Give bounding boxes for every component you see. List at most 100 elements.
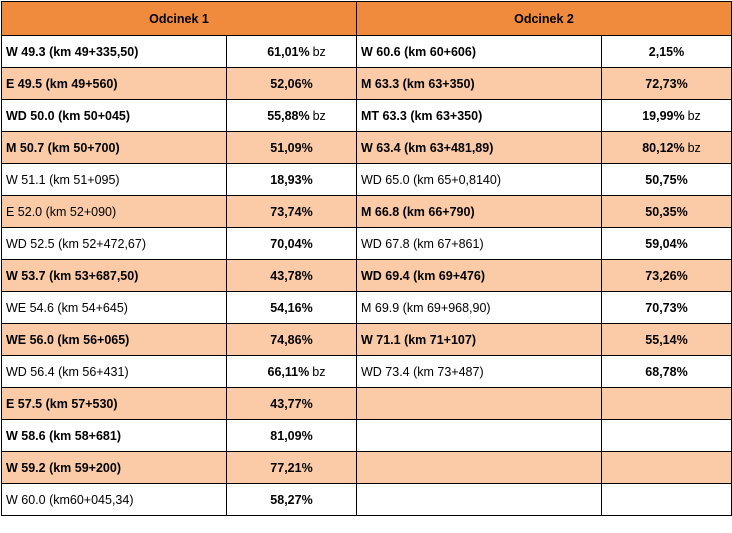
section-1-percent: 81,09% bbox=[226, 419, 357, 452]
table-row: W 53.7 (km 53+687,50) 43,78% WD 69.4 (km 6… bbox=[1, 259, 732, 292]
section-1-percent: 18,93% bbox=[226, 163, 357, 196]
section-1-location-value: E 49.5 (km 49+560) bbox=[6, 76, 118, 91]
section-1-location-value: W 53.7 (km 53+687,50) bbox=[6, 268, 139, 283]
section-2-percent: 19,99% bz bbox=[601, 99, 732, 132]
section-1-percent: 43,77% bbox=[226, 387, 357, 420]
section-2-percent: 68,78% bbox=[601, 355, 732, 388]
section-1-percent-value: 66,11% bbox=[267, 364, 310, 379]
section-1-location: WD 56.4 (km 56+431) bbox=[1, 355, 227, 388]
section-1-percent: 77,21% bbox=[226, 451, 357, 484]
section-1-percent: 61,01% bz bbox=[226, 35, 357, 68]
section-2-percent: 2,15% bbox=[601, 35, 732, 68]
section-2-location-value: WD 67.8 (km 67+861) bbox=[361, 236, 484, 251]
section-1-percent: 54,16% bbox=[226, 291, 357, 324]
section-2-location: W 63.4 (km 63+481,89) bbox=[356, 131, 602, 164]
section-2-location: M 63.3 (km 63+350) bbox=[356, 67, 602, 100]
section-1-percent-value: 77,21% bbox=[270, 460, 313, 475]
section-1-location-value: M 50.7 (km 50+700) bbox=[6, 140, 120, 155]
section-1-percent-value: 61,01% bbox=[267, 44, 310, 59]
section-1-percent: 51,09% bbox=[226, 131, 357, 164]
section-1-location-value: WE 56.0 (km 56+065) bbox=[6, 332, 130, 347]
table-row: W 59.2 (km 59+200) 77,21% bbox=[1, 451, 732, 484]
section-2-location-value: W 71.1 (km 71+107) bbox=[361, 332, 476, 347]
section-2-location bbox=[356, 387, 602, 420]
section-2-location bbox=[356, 483, 602, 516]
table-row: WD 50.0 (km 50+045) 55,88% bz MT 63.3 (km 6… bbox=[1, 99, 732, 132]
section-1-location: W 60.0 (km60+045,34) bbox=[1, 483, 227, 516]
section-2-percent: 50,35% bbox=[601, 195, 732, 228]
section-2-location-value: WD 73.4 (km 73+487) bbox=[361, 364, 484, 379]
section-2-percent-value: 2,15% bbox=[648, 44, 685, 59]
section-1-location: E 49.5 (km 49+560) bbox=[1, 67, 227, 100]
section-1-location-value: W 58.6 (km 58+681) bbox=[6, 428, 121, 443]
section-2-location-value: M 66.8 (km 66+790) bbox=[361, 204, 475, 219]
section-2-percent bbox=[601, 419, 732, 452]
section-2-percent: 55,14% bbox=[601, 323, 732, 356]
section-2-percent-value: 80,12% bbox=[642, 140, 685, 155]
section-2-location-value: W 60.6 (km 60+606) bbox=[361, 44, 476, 59]
section-1-location: W 53.7 (km 53+687,50) bbox=[1, 259, 227, 292]
section-2-percent-value: 19,99% bbox=[642, 108, 685, 123]
section-2-location: WD 65.0 (km 65+0,8140) bbox=[356, 163, 602, 196]
section-1-location: WE 56.0 (km 56+065) bbox=[1, 323, 227, 356]
section-1-location: M 50.7 (km 50+700) bbox=[1, 131, 227, 164]
header-section-1: Odcinek 1 bbox=[1, 1, 357, 36]
section-1-location: W 59.2 (km 59+200) bbox=[1, 451, 227, 484]
section-1-percent-value: 52,06% bbox=[270, 76, 313, 91]
table-row: WE 56.0 (km 56+065) 74,86% W 71.1 (km 71+1… bbox=[1, 323, 732, 356]
table-row: WD 56.4 (km 56+431) 66,11% bz WD 73.4 (km 7… bbox=[1, 355, 732, 388]
section-1-location-value: WD 50.0 (km 50+045) bbox=[6, 108, 131, 123]
table-row: W 51.1 (km 51+095) 18,93% WD 65.0 (km 65+0… bbox=[1, 163, 732, 196]
section-2-location: WD 67.8 (km 67+861) bbox=[356, 227, 602, 260]
section-2-location-value: WD 69.4 (km 69+476) bbox=[361, 268, 486, 283]
section-1-percent-value: 43,77% bbox=[270, 396, 313, 411]
table-row: E 52.0 (km 52+090) 73,74% M 66.8 (km 66+79… bbox=[1, 195, 732, 228]
section-1-percent-value: 58,27% bbox=[270, 492, 313, 507]
section-1-percent-note: bz bbox=[312, 108, 326, 123]
section-2-location-value: M 69.9 (km 69+968,90) bbox=[361, 300, 491, 315]
section-1-location: W 58.6 (km 58+681) bbox=[1, 419, 227, 452]
section-1-location-value: WD 56.4 (km 56+431) bbox=[6, 364, 129, 379]
section-2-percent-value: 59,04% bbox=[645, 236, 688, 251]
section-1-location-value: E 57.5 (km 57+530) bbox=[6, 396, 118, 411]
section-1-percent-value: 55,88% bbox=[267, 108, 310, 123]
section-1-percent-note: bz bbox=[312, 44, 326, 59]
section-2-location: WD 69.4 (km 69+476) bbox=[356, 259, 602, 292]
section-1-percent: 66,11% bz bbox=[226, 355, 357, 388]
section-2-percent-value: 72,73% bbox=[645, 76, 688, 91]
section-2-percent: 72,73% bbox=[601, 67, 732, 100]
table-row: WD 52.5 (km 52+472,67) 70,04% WD 67.8 (km … bbox=[1, 227, 732, 260]
data-table: Odcinek 1 Odcinek 2 W 49.3 (km 49+335,50… bbox=[1, 1, 732, 516]
header-section-2: Odcinek 2 bbox=[356, 1, 732, 36]
section-1-percent: 52,06% bbox=[226, 67, 357, 100]
section-1-location-value: W 59.2 (km 59+200) bbox=[6, 460, 121, 475]
table-body: W 49.3 (km 49+335,50) 61,01% bz W 60.6 (km … bbox=[1, 35, 732, 516]
section-1-location: WD 52.5 (km 52+472,67) bbox=[1, 227, 227, 260]
section-2-location-value: M 63.3 (km 63+350) bbox=[361, 76, 475, 91]
section-2-percent: 80,12% bz bbox=[601, 131, 732, 164]
section-2-percent-value: 68,78% bbox=[645, 364, 688, 379]
section-2-percent-value: 50,35% bbox=[645, 204, 688, 219]
section-2-location bbox=[356, 451, 602, 484]
section-2-location-value: WD 65.0 (km 65+0,8140) bbox=[361, 172, 501, 187]
section-2-percent: 73,26% bbox=[601, 259, 732, 292]
section-1-percent: 73,74% bbox=[226, 195, 357, 228]
section-2-percent-note: bz bbox=[687, 108, 701, 123]
section-1-location-value: WD 52.5 (km 52+472,67) bbox=[6, 236, 146, 251]
section-1-location-value: E 52.0 (km 52+090) bbox=[6, 204, 117, 219]
section-1-location-value: W 51.1 (km 51+095) bbox=[6, 172, 120, 187]
section-1-percent-value: 73,74% bbox=[270, 204, 313, 219]
section-2-location-value: W 63.4 (km 63+481,89) bbox=[361, 140, 494, 155]
section-1-percent: 58,27% bbox=[226, 483, 357, 516]
section-2-location: W 71.1 (km 71+107) bbox=[356, 323, 602, 356]
section-2-location: M 66.8 (km 66+790) bbox=[356, 195, 602, 228]
section-1-location-value: WE 54.6 (km 54+645) bbox=[6, 300, 128, 315]
section-2-location-value: MT 63.3 (km 63+350) bbox=[361, 108, 483, 123]
table-row: WE 54.6 (km 54+645) 54,16% M 69.9 (km 69+9… bbox=[1, 291, 732, 324]
section-1-location-value: W 49.3 (km 49+335,50) bbox=[6, 44, 139, 59]
section-2-percent-value: 50,75% bbox=[645, 172, 688, 187]
section-1-percent-value: 51,09% bbox=[270, 140, 313, 155]
table-row: W 49.3 (km 49+335,50) 61,01% bz W 60.6 (km … bbox=[1, 35, 732, 68]
section-1-location: E 52.0 (km 52+090) bbox=[1, 195, 227, 228]
section-2-location bbox=[356, 419, 602, 452]
